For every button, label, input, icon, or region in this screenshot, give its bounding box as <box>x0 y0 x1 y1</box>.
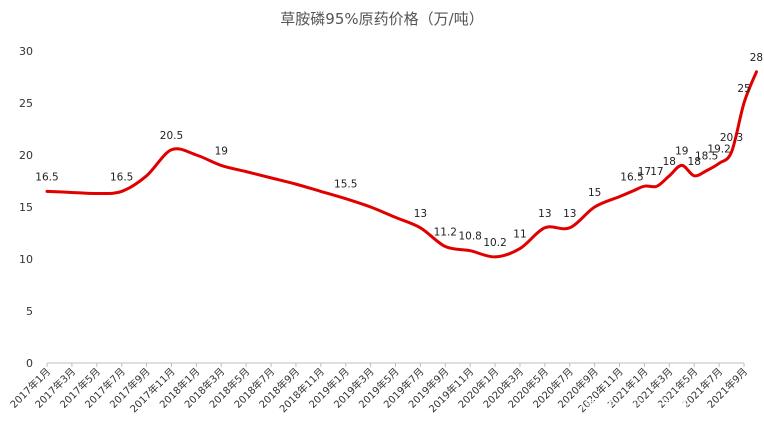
data-label: 17 <box>650 166 663 178</box>
data-label: 15.5 <box>334 179 357 191</box>
data-label: 20.5 <box>160 130 183 142</box>
data-label: 13 <box>538 208 551 220</box>
watermark-text: 雪球：蓝海潜监 <box>585 397 690 415</box>
data-label: 13 <box>563 208 576 220</box>
data-label: 18.5 <box>695 151 718 163</box>
data-label: 10.2 <box>483 237 506 249</box>
data-label: 16.5 <box>620 171 643 183</box>
data-label: 20.3 <box>720 132 743 144</box>
watermark: 雪球：蓝海潜监 <box>567 397 690 415</box>
data-labels: 16.5 16.5 20.5 19 15.5 13 11.2 10.810.2 11 13 13 15… <box>35 52 763 249</box>
y-tick-label: 5 <box>26 305 33 318</box>
data-label: 16.5 <box>35 171 58 183</box>
y-tick-label: 0 <box>26 357 33 370</box>
data-label: 19 <box>215 145 228 157</box>
y-tick-label: 20 <box>19 149 33 162</box>
data-label: 17 <box>638 166 651 178</box>
data-label: 16.5 <box>110 171 133 183</box>
y-tick-label: 25 <box>19 97 33 110</box>
data-label: 18 <box>688 156 701 168</box>
data-label: 25 <box>737 83 750 95</box>
snowball-logo-icon <box>567 398 583 414</box>
y-tick-label: 10 <box>19 253 33 266</box>
y-tick-label: 15 <box>19 201 33 214</box>
price-line <box>45 70 758 259</box>
data-label: 11 <box>513 229 526 241</box>
data-label: 18 <box>663 156 676 168</box>
data-label: 19 <box>675 145 688 157</box>
data-label: 11.2 <box>434 227 457 239</box>
data-label: 19.2 <box>707 143 730 155</box>
data-label: 10.8 <box>458 231 481 243</box>
series-line <box>45 70 758 259</box>
data-label: 15 <box>588 187 601 199</box>
data-label: 13 <box>414 208 427 220</box>
data-label: 28 <box>750 52 763 64</box>
chart-title: 草胺磷95%原药价格（万/吨） <box>280 10 483 28</box>
y-axis: 0 5 10 15 20 25 30 <box>19 45 33 370</box>
y-tick-label: 30 <box>19 45 33 58</box>
